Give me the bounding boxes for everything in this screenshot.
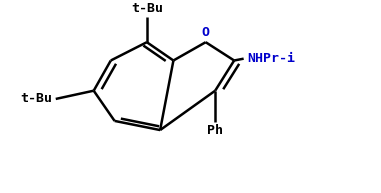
Text: t-Bu: t-Bu bbox=[20, 92, 52, 105]
Text: t-Bu: t-Bu bbox=[131, 2, 163, 15]
Text: O: O bbox=[202, 25, 210, 39]
Text: NHPr-i: NHPr-i bbox=[247, 52, 295, 65]
Text: Ph: Ph bbox=[207, 124, 223, 137]
